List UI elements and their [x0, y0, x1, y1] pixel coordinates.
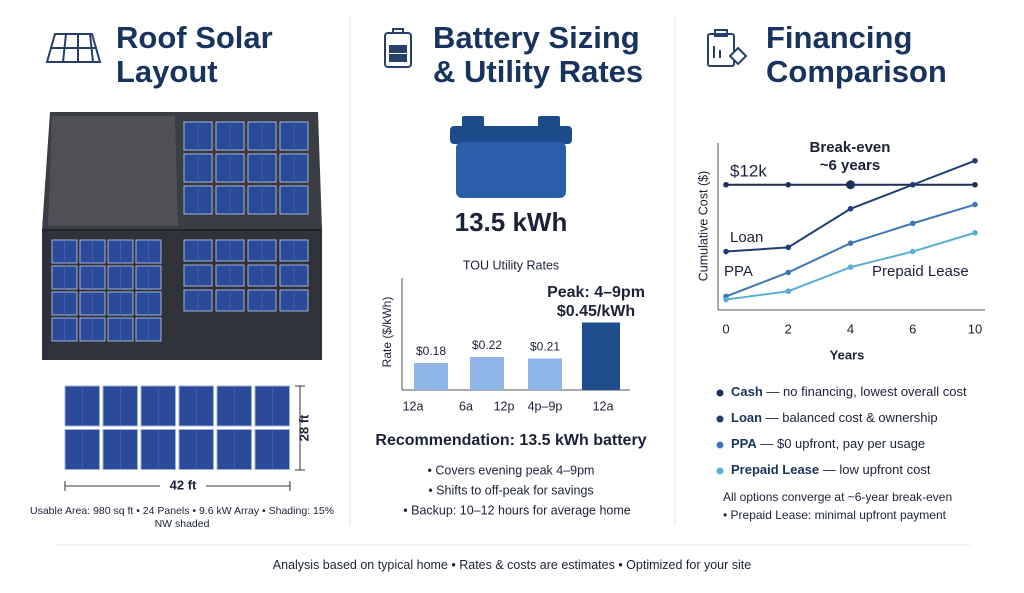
y-axis-label: Rate ($/kWh): [380, 297, 394, 368]
bar: [582, 322, 620, 390]
legend-entry: Cash — no financing, lowest overall cost: [731, 384, 967, 399]
point: [847, 240, 854, 246]
legend-swatch: [716, 415, 724, 423]
note: • Prepaid Lease: minimal upfront payment: [723, 508, 947, 522]
point: [785, 269, 792, 276]
legend-description: — low upfront cost: [819, 462, 931, 477]
footer-item: Analysis based on typical home: [273, 558, 448, 572]
series-label: $12k: [730, 161, 767, 180]
recommendation: Recommendation: 13.5 kWh battery: [375, 432, 646, 449]
footer-item: Rates & costs are estimates: [459, 558, 615, 572]
bar: [528, 358, 562, 390]
annotation: ~6 years: [820, 157, 880, 174]
point: [785, 288, 792, 295]
capacity: 13.5 kWh: [455, 207, 568, 237]
break-even-marker: [846, 180, 855, 190]
legend-description: — balanced cost & ownership: [762, 410, 938, 425]
finance-icon: [707, 29, 748, 67]
panel-title: Layout: [116, 54, 218, 89]
point: [847, 264, 854, 271]
x-tick-label: 10: [968, 321, 982, 336]
value-label: $0.21: [530, 340, 560, 354]
legend-description: — $0 upfront, pay per usage: [757, 436, 925, 451]
series-label: PPA: [724, 263, 753, 280]
legend-entry: Loan — balanced cost & ownership: [731, 410, 938, 425]
battery-illustration: [450, 116, 572, 198]
value-label: $0.45/kWh: [557, 303, 635, 320]
point: [909, 248, 916, 255]
label-bg: [160, 478, 206, 494]
series-label: Loan: [730, 229, 763, 246]
roof-illustration: [42, 112, 322, 360]
separator: •: [448, 558, 459, 572]
point: [723, 248, 729, 255]
point: [723, 296, 729, 303]
point: [972, 181, 978, 188]
y-axis-label: Cumulative Cost ($): [696, 171, 710, 281]
point: [972, 229, 978, 236]
legend-description: — no financing, lowest overall cost: [763, 384, 967, 399]
legend-name: Cash: [731, 384, 763, 399]
x-tick-label: 12p: [494, 399, 515, 413]
x-tick-label: 12a: [593, 399, 614, 413]
value-label: $0.18: [416, 344, 446, 358]
point: [785, 181, 792, 188]
chart-title: TOU Utility Rates: [463, 258, 559, 272]
bar: [470, 357, 504, 390]
bar: [414, 363, 448, 390]
legend-swatch: [716, 467, 724, 475]
solar-icon: [45, 33, 102, 63]
annotation: Peak: 4–9pm: [547, 284, 645, 301]
bullet: • Backup: 10–12 hours for average home: [403, 503, 630, 517]
x-tick-label: 6: [909, 321, 916, 336]
value-label: $0.22: [472, 338, 502, 352]
legend-swatch: [716, 389, 724, 397]
point: [972, 157, 978, 164]
point: [723, 181, 729, 188]
legend-entry: PPA — $0 upfront, pay per usage: [731, 436, 925, 451]
legend-name: Prepaid Lease: [731, 462, 819, 477]
panel-title: & Utility Rates: [433, 54, 643, 89]
x-tick-label: 4p–9p: [528, 399, 563, 413]
legend-name: Loan: [731, 410, 762, 425]
legend-entry: Prepaid Lease — low upfront cost: [731, 462, 931, 477]
point: [909, 181, 916, 188]
legend-swatch: [716, 441, 724, 449]
battery-icon: [384, 28, 412, 68]
bullet: • Covers evening peak 4–9pm: [428, 463, 595, 477]
x-tick-label: 12a: [403, 399, 424, 413]
point: [909, 220, 916, 227]
caption: Usable Area: 980 sq ft • 24 Panels • 9.6…: [30, 505, 334, 517]
legend-name: PPA: [731, 436, 757, 451]
bullet: • Shifts to off-peak for savings: [428, 483, 593, 497]
footer-item: Optimized for your site: [626, 558, 751, 572]
note: All options converge at ~6-year break-ev…: [723, 490, 952, 504]
x-tick-label: 6a: [459, 399, 473, 413]
panel-title: Battery Sizing: [433, 20, 640, 55]
separator: •: [615, 558, 626, 572]
dimension-label: 28 ft: [296, 414, 311, 441]
point: [785, 244, 792, 251]
panel-title: Roof Solar: [116, 20, 273, 55]
x-tick-label: 2: [785, 321, 792, 336]
panel-array: [64, 385, 290, 470]
point: [972, 201, 978, 208]
series-label: Prepaid Lease: [872, 263, 969, 280]
caption: NW shaded: [155, 518, 210, 530]
annotation: Break-even: [810, 139, 891, 156]
dimension-label: 42 ft: [170, 477, 197, 492]
x-axis-label: Years: [830, 347, 865, 362]
series-line: [725, 203, 976, 298]
footer: Analysis based on typical home • Rates &…: [273, 558, 751, 572]
point: [847, 205, 854, 212]
x-tick-label: 0: [722, 321, 729, 336]
panel-title: Financing: [766, 20, 912, 55]
x-tick-label: 4: [847, 321, 854, 336]
panel-title: Comparison: [766, 54, 947, 89]
